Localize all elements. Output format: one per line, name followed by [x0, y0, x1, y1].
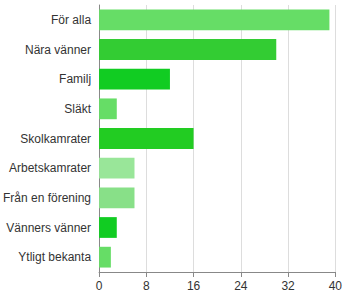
svg-text:För alla: För alla: [51, 13, 91, 27]
svg-text:Ytligt bekanta: Ytligt bekanta: [18, 250, 91, 264]
svg-text:32: 32: [281, 279, 295, 293]
svg-text:8: 8: [143, 279, 150, 293]
svg-text:Släkt: Släkt: [64, 102, 91, 116]
svg-text:40: 40: [329, 279, 343, 293]
svg-text:Från en förening: Från en förening: [3, 191, 91, 205]
svg-text:16: 16: [187, 279, 201, 293]
svg-text:Skolkamrater: Skolkamrater: [20, 132, 91, 146]
svg-text:Vänners vänner: Vänners vänner: [6, 221, 91, 235]
svg-text:Nära vänner: Nära vänner: [25, 43, 91, 57]
svg-text:Arbetskamrater: Arbetskamrater: [9, 161, 91, 175]
svg-text:24: 24: [234, 279, 248, 293]
svg-text:0: 0: [96, 279, 103, 293]
svg-text:Familj: Familj: [59, 72, 91, 86]
